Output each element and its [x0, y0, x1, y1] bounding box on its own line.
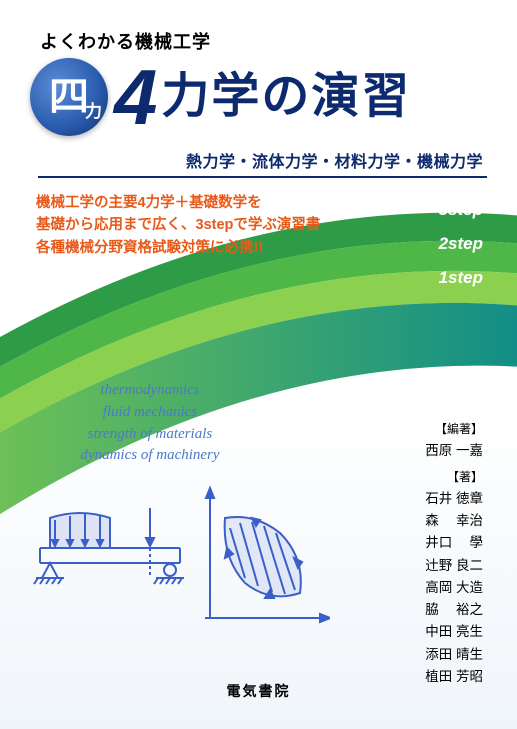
- english-dynamics: dynamics of machinery: [0, 445, 300, 467]
- promo-line-1: 機械工学の主要4力学＋基礎数学を: [36, 192, 320, 214]
- main-title-row: 四 力 4 力学の演習: [30, 58, 411, 136]
- title-text: 力学の演習: [161, 73, 411, 121]
- editor-name: 西原 一嘉: [425, 440, 483, 462]
- author-role: 【著】: [425, 468, 483, 488]
- promo-line-3: 各種機械分野資格試験対策に必携!!: [36, 237, 320, 259]
- author-7: 添田 晴生: [425, 644, 483, 666]
- book-cover: よくわかる機械工学 四 力 4 力学の演習 熱力学・流体力学・材料力学・機械力学…: [0, 0, 517, 729]
- title-number: 4: [114, 58, 157, 136]
- step-2-label: 2step: [439, 234, 483, 254]
- credits-block: 【編著】 西原 一嘉 【著】 石井 徳章 森 幸治 井口 學 辻野 良二 高岡 …: [425, 420, 483, 688]
- promo-line-2: 基礎から応用まで広く、3stepで学ぶ演習書: [36, 214, 320, 236]
- author-6: 中田 亮生: [425, 621, 483, 643]
- publisher: 電気書院: [0, 681, 517, 701]
- editor-role: 【編著】: [425, 420, 483, 440]
- english-subjects: thermodynamics fluid mechanics strength …: [0, 380, 300, 467]
- series-title: よくわかる機械工学: [40, 28, 211, 54]
- author-3: 辻野 良二: [425, 555, 483, 577]
- author-2: 井口 學: [425, 532, 483, 554]
- english-strength: strength of materials: [0, 424, 300, 446]
- step-1-label: 1step: [439, 268, 483, 288]
- english-thermo: thermodynamics: [0, 380, 300, 402]
- badge-sub-char: 力: [85, 97, 102, 122]
- subtitle: 熱力学・流体力学・材料力学・機械力学: [38, 148, 487, 178]
- circle-badge: 四 力: [30, 58, 108, 136]
- badge-main-char: 四: [49, 77, 89, 117]
- step-labels: 3step 2step 1step: [439, 200, 483, 288]
- step-3-label: 3step: [439, 200, 483, 220]
- engineering-diagrams: [30, 478, 330, 648]
- author-5: 脇 裕之: [425, 599, 483, 621]
- author-1: 森 幸治: [425, 510, 483, 532]
- english-fluid: fluid mechanics: [0, 402, 300, 424]
- author-4: 高岡 大造: [425, 577, 483, 599]
- promo-text: 機械工学の主要4力学＋基礎数学を 基礎から応用まで広く、3stepで学ぶ演習書 …: [36, 192, 320, 259]
- author-0: 石井 徳章: [425, 488, 483, 510]
